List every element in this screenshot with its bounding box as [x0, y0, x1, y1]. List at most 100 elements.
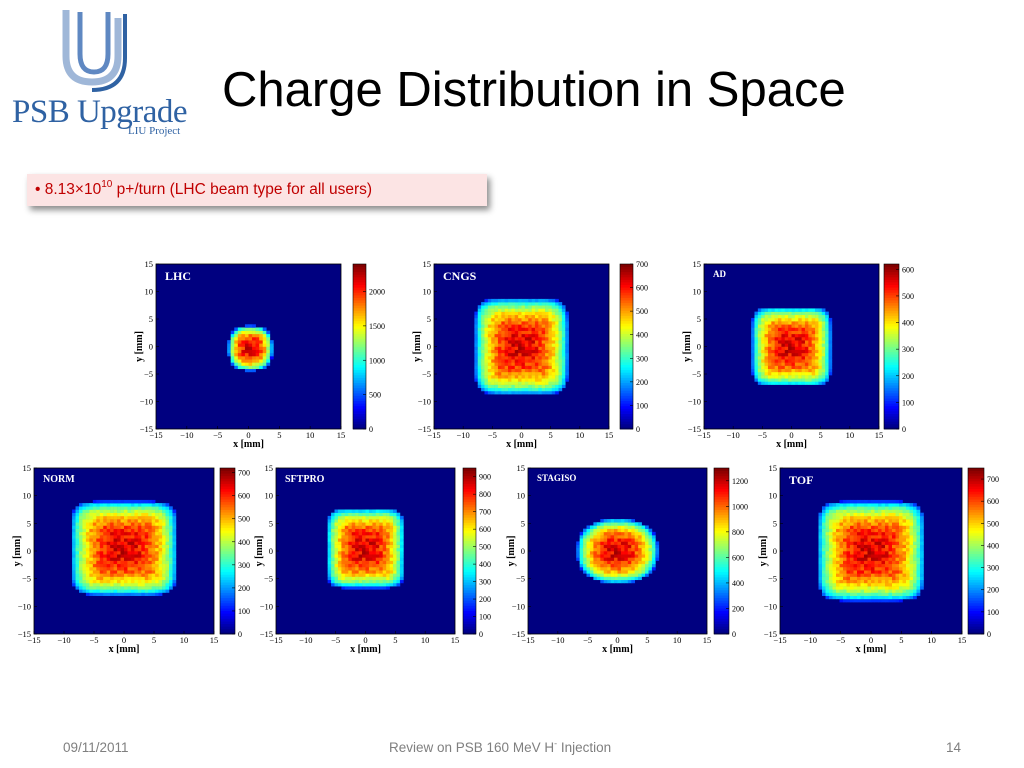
heatmap-cell: [124, 538, 128, 542]
heatmap-cell: [864, 522, 868, 526]
heatmap-cell: [627, 579, 632, 584]
heatmap-cell: [874, 499, 879, 504]
heatmap-cell: [576, 541, 580, 545]
heatmap-cell: [764, 327, 769, 331]
heatmap-cell: [825, 327, 829, 331]
heatmap-cell: [134, 566, 139, 571]
heatmap-cell: [916, 554, 921, 558]
heatmap-cell: [791, 314, 796, 319]
heatmap-cell: [327, 560, 332, 565]
heatmap-cell: [106, 512, 111, 517]
heatmap-cell: [79, 566, 83, 571]
heatmap-cell: [521, 352, 526, 357]
heatmap-cell: [885, 544, 889, 549]
heatmap-cell: [757, 356, 762, 360]
heatmap-cell: [508, 317, 512, 322]
heatmap-cell: [396, 582, 401, 587]
heatmap-cell: [85, 579, 90, 584]
heatmap-cell: [545, 381, 549, 385]
heatmap-cell: [82, 589, 87, 593]
heatmap-cell: [531, 308, 536, 312]
heatmap-cell: [528, 375, 532, 379]
heatmap-cell: [767, 343, 772, 347]
colorbar-segment: [463, 517, 476, 521]
heatmap-cell: [327, 554, 332, 558]
heatmap-cell: [151, 528, 156, 533]
heatmap-cell: [808, 381, 812, 385]
heatmap-cell: [148, 554, 152, 558]
heatmap-cell: [821, 308, 826, 312]
heatmap-cell: [103, 531, 107, 536]
heatmap-cell: [169, 544, 173, 549]
heatmap-cell: [771, 368, 775, 373]
colorbar-segment: [884, 282, 899, 286]
heatmap-cell: [120, 541, 125, 545]
heatmap-cell: [641, 560, 646, 565]
heatmap-cell: [878, 528, 882, 533]
heatmap-cell: [110, 576, 114, 581]
colorbar-tick-label: 400: [479, 560, 491, 569]
heatmap-cell: [902, 582, 907, 587]
heatmap-cell: [110, 551, 114, 555]
heatmap-cell: [337, 560, 342, 565]
heatmap-cell: [920, 515, 924, 520]
heatmap-cell: [627, 522, 632, 526]
heatmap-cell: [82, 576, 87, 581]
heatmap-cell: [355, 515, 359, 520]
heatmap-cell: [878, 535, 882, 539]
heatmap-cell: [920, 512, 924, 517]
heatmap-cell: [524, 356, 529, 360]
heatmap-cell: [481, 349, 485, 354]
heatmap-cell: [481, 311, 485, 316]
heatmap-cell: [757, 375, 762, 379]
heatmap-cell: [808, 343, 812, 347]
heatmap-cell: [774, 349, 779, 354]
heatmap-cell: [79, 557, 83, 561]
heatmap-cell: [751, 321, 755, 325]
colorbar-tick-label: 0: [732, 630, 736, 639]
heatmap-cell: [781, 381, 786, 385]
heatmap-cell: [576, 544, 580, 549]
heatmap-cell: [127, 551, 132, 555]
heatmap-cell: [899, 579, 903, 584]
heatmap-cell: [895, 570, 900, 574]
heatmap-cell: [334, 563, 339, 568]
heatmap-cell: [237, 327, 242, 331]
heatmap-cell: [638, 531, 642, 536]
heatmap-cell: [524, 314, 529, 319]
heatmap-cell: [524, 340, 529, 344]
heatmap-cell: [541, 362, 546, 366]
heatmap-cell: [504, 362, 509, 366]
heatmap-cell: [169, 560, 173, 565]
heatmap-cell: [113, 519, 118, 523]
heatmap-cell: [252, 368, 256, 373]
heatmap-cell: [151, 522, 156, 526]
heatmap-cell: [614, 563, 618, 568]
heatmap-cell: [545, 368, 549, 373]
heatmap-cell: [645, 566, 649, 571]
heatmap-cell: [120, 522, 125, 526]
heatmap-cell: [386, 522, 390, 526]
heatmap-cell: [362, 566, 366, 571]
heatmap-cell: [825, 538, 830, 542]
heatmap-cell: [655, 557, 660, 561]
heatmap-cell: [103, 525, 107, 529]
heatmap-cell: [600, 538, 605, 542]
heatmap-cell: [386, 566, 390, 571]
heatmap-cell: [832, 531, 837, 536]
heatmap-cell: [358, 525, 363, 529]
heatmap-cell: [867, 547, 872, 552]
heatmap-cell: [334, 570, 339, 574]
heatmap-cell: [825, 349, 829, 354]
heatmap-cell: [355, 557, 359, 561]
heatmap-cell: [372, 535, 377, 539]
heatmap-cell: [120, 528, 125, 533]
heatmap-cell: [534, 308, 539, 312]
heatmap-cell: [558, 359, 563, 363]
heatmap-cell: [487, 390, 492, 395]
colorbar-segment: [620, 421, 633, 425]
y-tick-label: 5: [27, 518, 31, 528]
heatmap-cell: [818, 365, 823, 370]
heatmap-cell: [368, 538, 373, 542]
heatmap-cell: [141, 525, 146, 529]
